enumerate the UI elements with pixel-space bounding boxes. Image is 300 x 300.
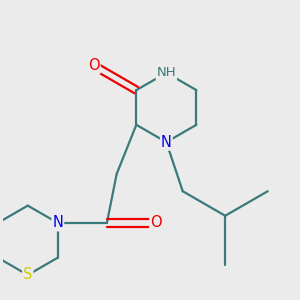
Text: N: N xyxy=(52,215,63,230)
Text: O: O xyxy=(88,58,100,73)
Text: O: O xyxy=(150,215,162,230)
Text: S: S xyxy=(23,268,32,283)
Text: N: N xyxy=(161,135,172,150)
Text: NH: NH xyxy=(157,66,176,79)
